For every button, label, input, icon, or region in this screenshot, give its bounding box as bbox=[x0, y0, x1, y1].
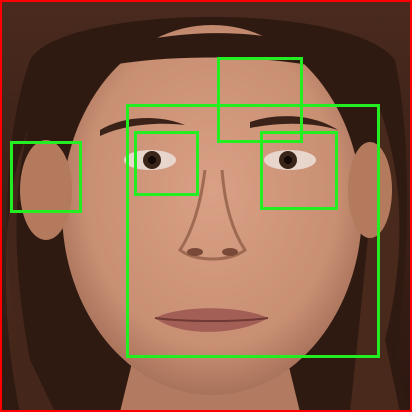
ear-right bbox=[348, 142, 392, 238]
nose bbox=[177, 169, 248, 261]
eyebrow-right bbox=[250, 116, 338, 130]
eyebrow-left bbox=[100, 118, 185, 136]
face-skin bbox=[62, 25, 362, 395]
ear-left bbox=[20, 140, 72, 240]
